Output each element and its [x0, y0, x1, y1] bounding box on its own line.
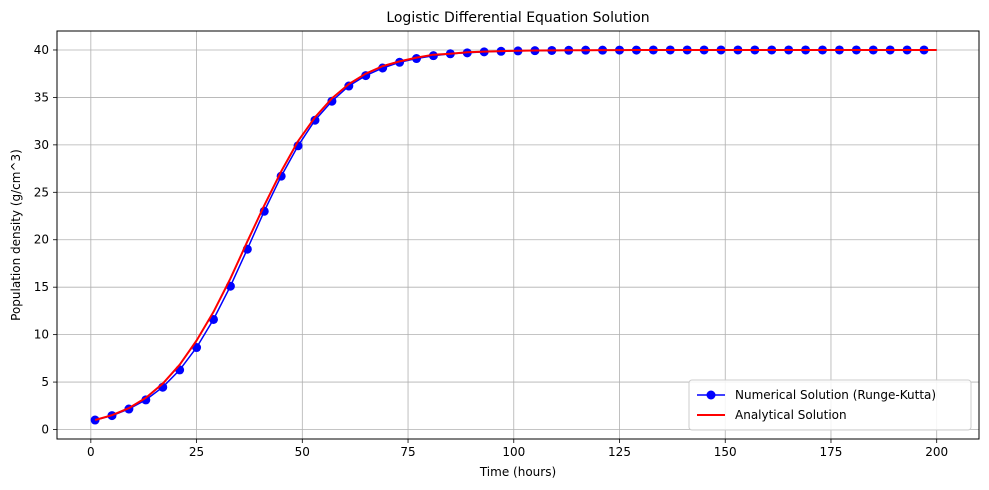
- series-numerical-point: [175, 365, 185, 375]
- y-tick-label: 40: [34, 43, 49, 57]
- legend-box: [688, 379, 972, 431]
- x-tick-label: 200: [925, 445, 948, 459]
- plot-frame: [56, 30, 980, 440]
- series-numerical-point: [90, 415, 100, 425]
- series-numerical-point: [141, 395, 151, 405]
- x-tick-label: 25: [189, 445, 204, 459]
- x-tick-label: 125: [608, 445, 631, 459]
- series-numerical-point: [327, 96, 337, 106]
- legend-marker-numerical: [706, 390, 716, 400]
- series-analytical-line: [94, 49, 937, 421]
- y-tick-label: 35: [34, 90, 49, 104]
- y-tick-label: 15: [34, 280, 49, 294]
- y-tick-label: 10: [34, 328, 49, 342]
- legend-label-numerical: Numerical Solution (Runge-Kutta): [735, 388, 936, 402]
- series-numerical-point: [310, 115, 320, 125]
- x-tick-label: 150: [714, 445, 737, 459]
- x-tick-label: 50: [295, 445, 310, 459]
- y-axis-label: Population density (g/cm^3): [9, 149, 23, 321]
- series-layer: [90, 45, 937, 425]
- x-tick-label: 100: [502, 445, 525, 459]
- y-tick-label: 20: [34, 233, 49, 247]
- chart-title: Logistic Differential Equation Solution: [386, 10, 649, 26]
- x-tick-label: 175: [820, 445, 843, 459]
- x-tick-label: 75: [400, 445, 415, 459]
- y-tick-label: 30: [34, 138, 49, 152]
- y-tick-label: 25: [34, 185, 49, 199]
- ticks: 0 25 50 75 100 125 150 175 200 0 5 10 15 20 25 30 35 40: [34, 43, 948, 459]
- y-tick-label: 0: [41, 423, 49, 437]
- x-axis-label: Time (hours): [479, 465, 556, 479]
- legend: Numerical Solution (Runge-Kutta) Analyti…: [688, 379, 972, 431]
- y-tick-label: 5: [41, 375, 49, 389]
- x-tick-label: 0: [87, 445, 95, 459]
- legend-label-analytical: Analytical Solution: [735, 408, 847, 422]
